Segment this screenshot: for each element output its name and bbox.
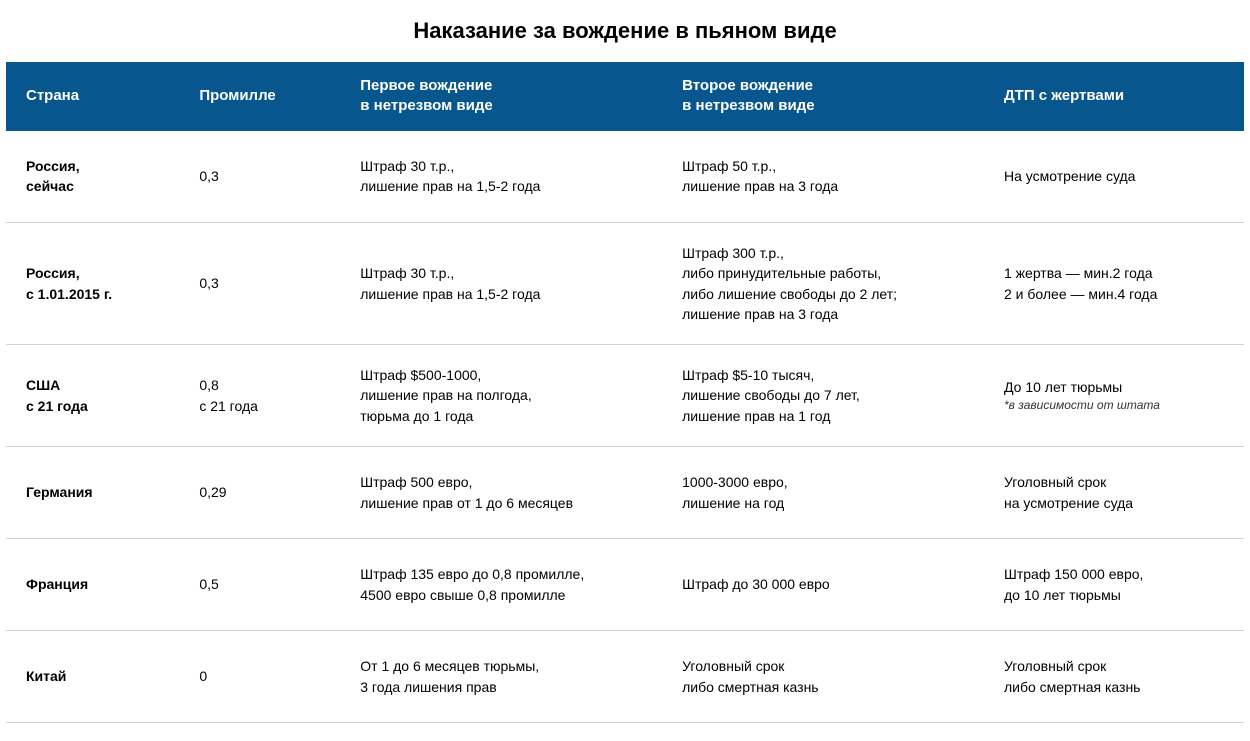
table-row: Россия,с 1.01.2015 г.0,3Штраф 30 т.р.,ли…	[6, 223, 1244, 345]
cell-fatal: 1 жертва — мин.2 года2 и более — мин.4 г…	[984, 223, 1244, 345]
cell-second: Штраф 50 т.р.,лишение прав на 3 года	[662, 131, 984, 223]
table-row: СШАс 21 года0,8с 21 годаШтраф $500-1000,…	[6, 345, 1244, 447]
table-header-row: Страна Промилле Первое вождениев нетрезв…	[6, 62, 1244, 131]
cell-fatal: Уголовный срокна усмотрение суда	[984, 447, 1244, 539]
cell-bac: 0,29	[179, 447, 340, 539]
page-title: Наказание за вождение в пьяном виде	[6, 18, 1244, 44]
cell-bac: 0,3	[179, 131, 340, 223]
cell-fatal: На усмотрение суда	[984, 131, 1244, 223]
cell-first: Штраф $500-1000,лишение прав на полгода,…	[340, 345, 662, 447]
cell-first: Штраф 135 евро до 0,8 промилле,4500 евро…	[340, 539, 662, 631]
col-header-first: Первое вождениев нетрезвом виде	[340, 62, 662, 131]
cell-first: От 1 до 6 месяцев тюрьмы,3 года лишения …	[340, 631, 662, 723]
table-row: Китай0От 1 до 6 месяцев тюрьмы,3 года ли…	[6, 631, 1244, 723]
cell-second: Штраф до 30 000 евро	[662, 539, 984, 631]
cell-second: Штраф 300 т.р.,либо принудительные работ…	[662, 223, 984, 345]
cell-second: 1000-3000 евро,лишение на год	[662, 447, 984, 539]
cell-second: Уголовный сроклибо смертная казнь	[662, 631, 984, 723]
cell-country: Китай	[6, 631, 179, 723]
table-row: Германия0,29Штраф 500 евро,лишение прав …	[6, 447, 1244, 539]
col-header-bac: Промилле	[179, 62, 340, 131]
col-header-second: Второе вождениев нетрезвом виде	[662, 62, 984, 131]
cell-second: Штраф $5-10 тысяч,лишение свободы до 7 л…	[662, 345, 984, 447]
cell-fatal: До 10 лет тюрьмы*в зависимости от штата	[984, 345, 1244, 447]
cell-country: Россия,с 1.01.2015 г.	[6, 223, 179, 345]
cell-bac: 0,5	[179, 539, 340, 631]
cell-fatal-note: *в зависимости от штата	[1004, 397, 1224, 414]
cell-country: Германия	[6, 447, 179, 539]
col-header-fatal: ДТП с жертвами	[984, 62, 1244, 131]
penalties-table: Страна Промилле Первое вождениев нетрезв…	[6, 62, 1244, 723]
col-header-country: Страна	[6, 62, 179, 131]
cell-first: Штраф 30 т.р.,лишение прав на 1,5-2 года	[340, 131, 662, 223]
cell-country: СШАс 21 года	[6, 345, 179, 447]
cell-bac: 0	[179, 631, 340, 723]
cell-country: Франция	[6, 539, 179, 631]
table-row: Франция0,5Штраф 135 евро до 0,8 промилле…	[6, 539, 1244, 631]
cell-first: Штраф 500 евро,лишение прав от 1 до 6 ме…	[340, 447, 662, 539]
table-body: Россия,сейчас0,3Штраф 30 т.р.,лишение пр…	[6, 131, 1244, 723]
cell-bac: 0,8с 21 года	[179, 345, 340, 447]
cell-fatal: Штраф 150 000 евро,до 10 лет тюрьмы	[984, 539, 1244, 631]
cell-fatal: Уголовный сроклибо смертная казнь	[984, 631, 1244, 723]
cell-country: Россия,сейчас	[6, 131, 179, 223]
cell-bac: 0,3	[179, 223, 340, 345]
cell-first: Штраф 30 т.р.,лишение прав на 1,5-2 года	[340, 223, 662, 345]
table-row: Россия,сейчас0,3Штраф 30 т.р.,лишение пр…	[6, 131, 1244, 223]
